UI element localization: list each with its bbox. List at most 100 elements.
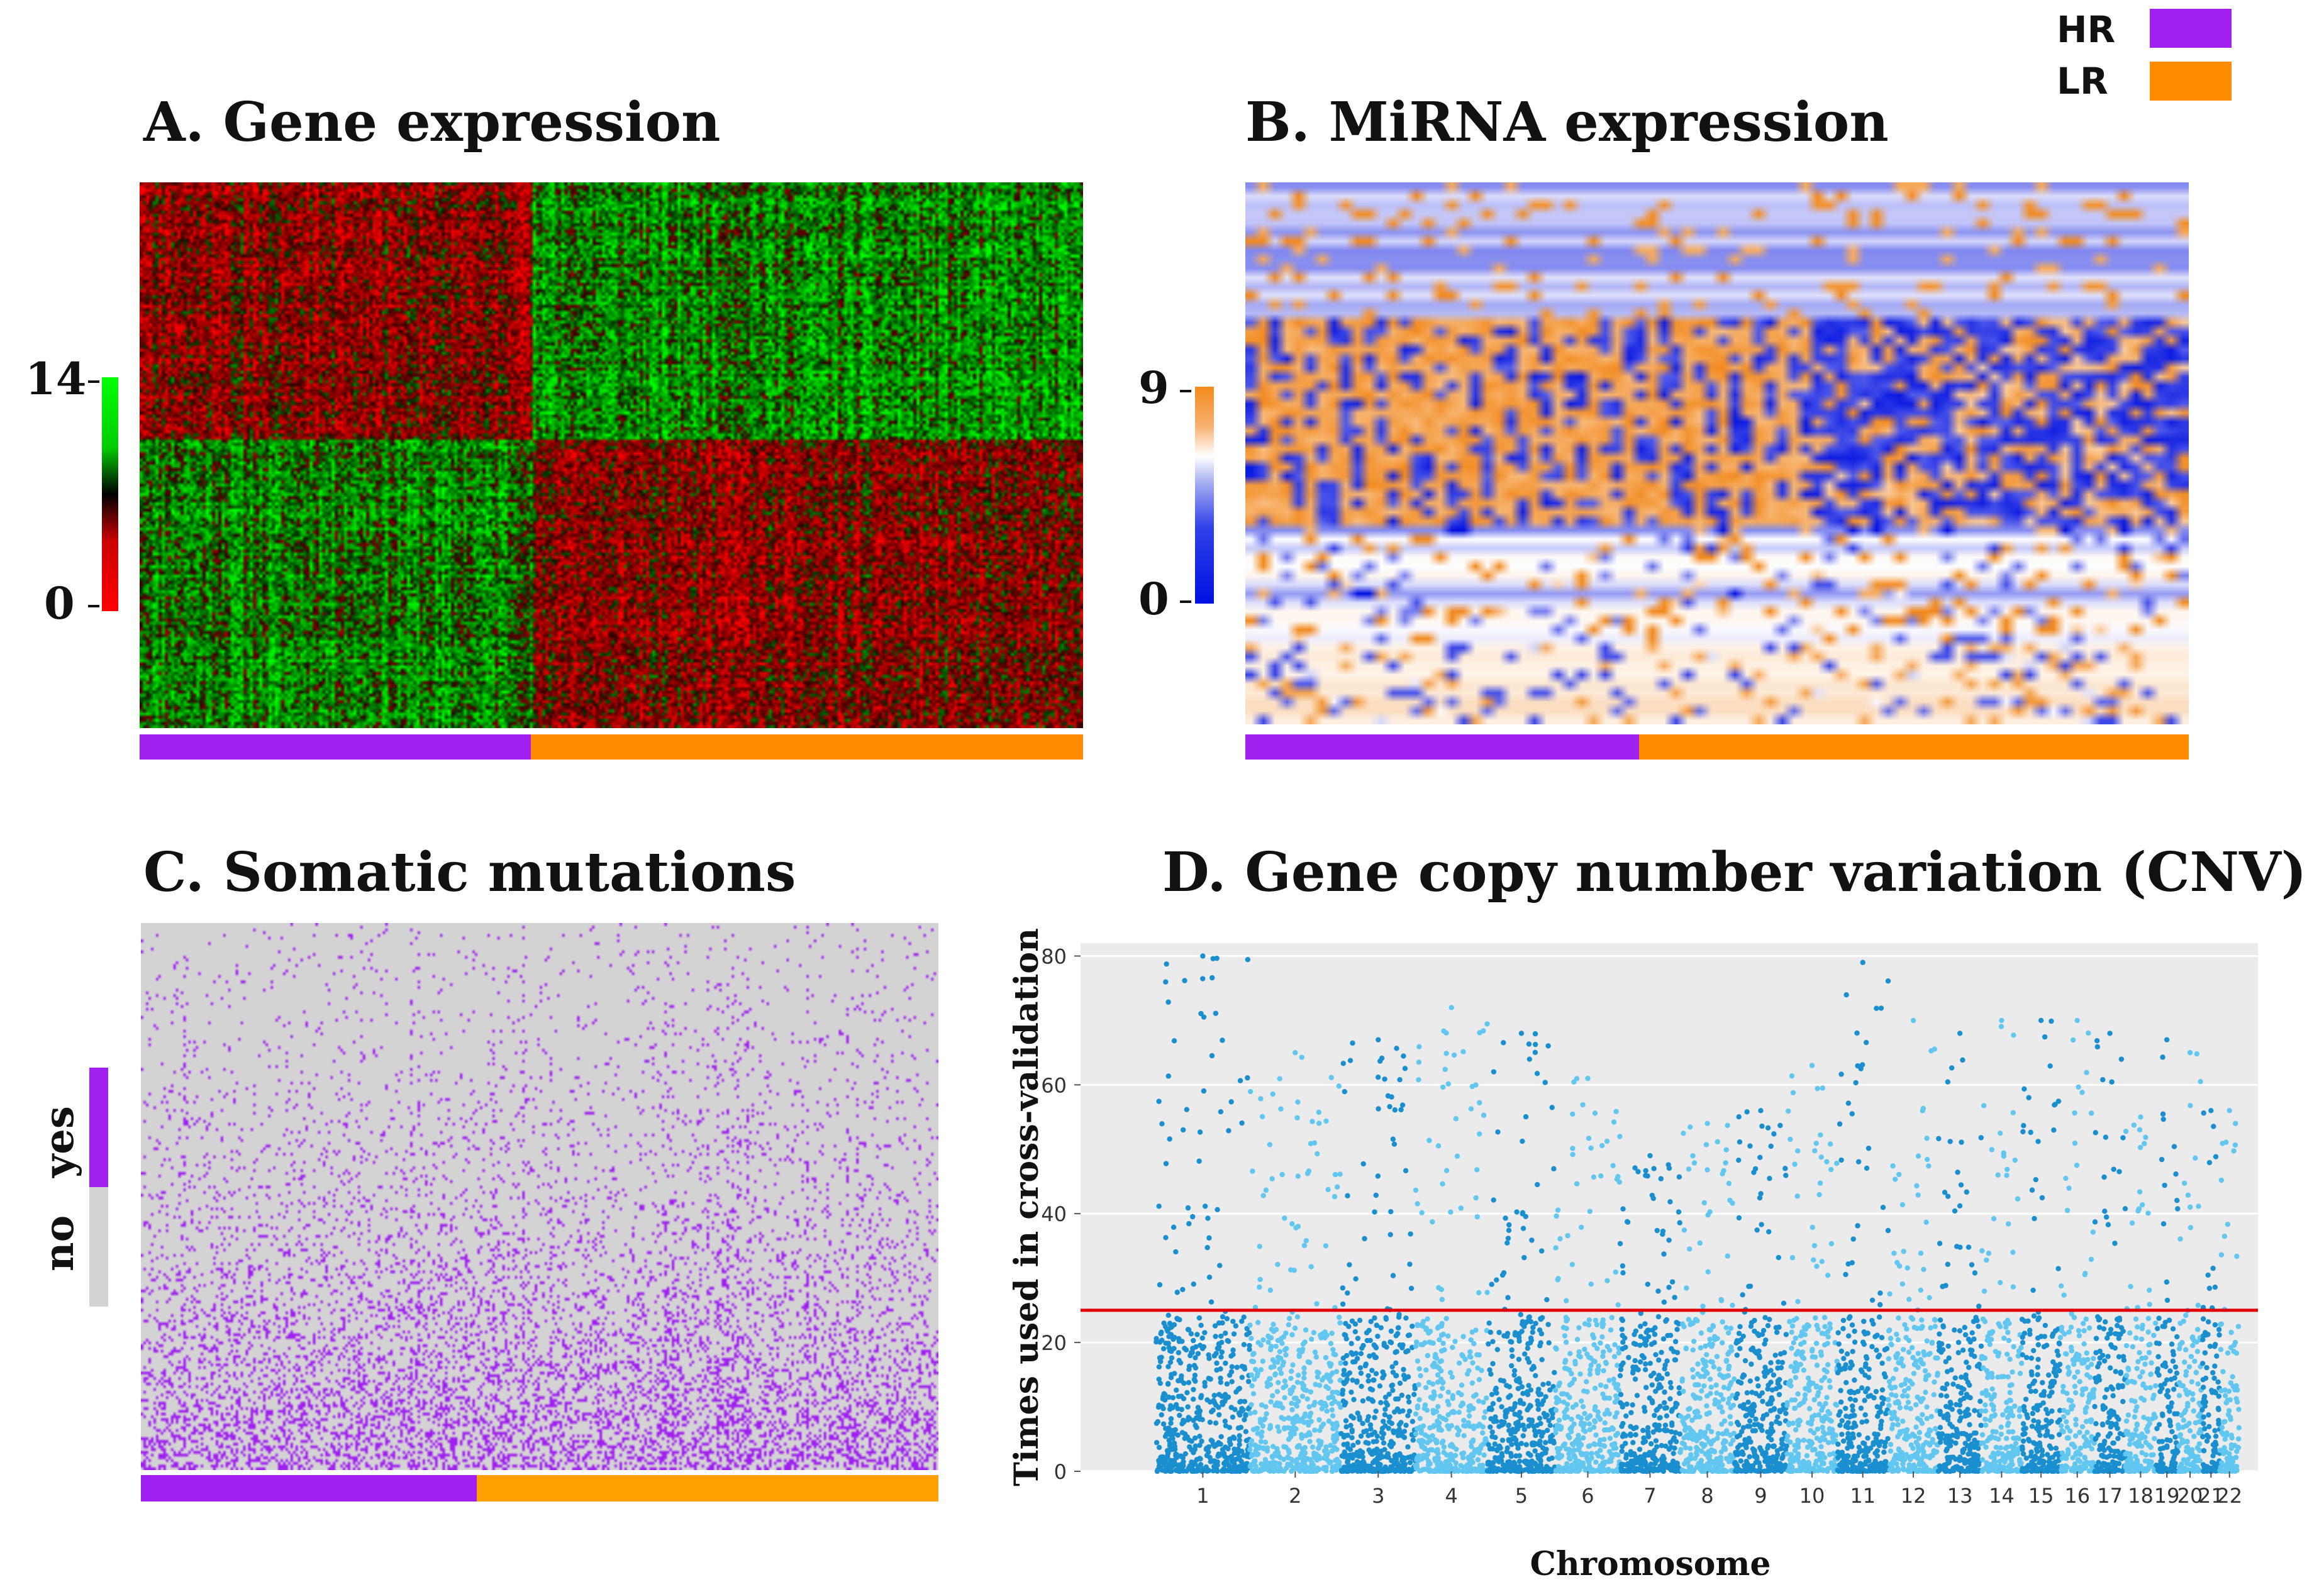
cnv-point xyxy=(1740,1333,1746,1339)
cnv-point xyxy=(1664,1358,1670,1364)
cnv-point xyxy=(1252,1305,1259,1310)
cnv-point xyxy=(1509,1363,1515,1369)
cnv-point xyxy=(1547,1439,1553,1444)
cnv-point xyxy=(1438,1368,1444,1374)
cnv-point xyxy=(1686,1166,1692,1172)
cnv-point xyxy=(1442,1066,1448,1072)
cnv-point xyxy=(1768,1368,1774,1373)
cnv-point xyxy=(1921,1452,1926,1457)
cnv-point xyxy=(1162,1397,1168,1403)
cnv-point xyxy=(2014,1468,2020,1474)
cnv-point xyxy=(1714,1390,1720,1396)
cnv-point xyxy=(1539,1357,1545,1363)
cnv-point xyxy=(1514,1422,1520,1428)
cnv-point xyxy=(1416,1059,1422,1065)
cnv-point xyxy=(1801,1356,1807,1361)
cnv-point xyxy=(1881,1371,1888,1377)
cnv-point xyxy=(1198,1322,1204,1329)
cnv-point xyxy=(1195,1405,1201,1410)
cnv-point xyxy=(1669,1279,1676,1285)
cnv-point xyxy=(1849,1111,1855,1117)
cnv-point xyxy=(1662,1422,1669,1428)
cnv-point xyxy=(1815,1086,1820,1092)
cnv-point xyxy=(1740,1292,1745,1298)
cnv-point xyxy=(1335,1184,1340,1190)
cnv-point xyxy=(1734,1352,1740,1358)
cnv-point xyxy=(1556,1417,1562,1424)
cnv-point xyxy=(1978,1135,1984,1141)
cnv-point xyxy=(1399,1454,1405,1460)
cnv-point xyxy=(1538,1248,1545,1254)
cnv-point xyxy=(1269,1326,1274,1332)
cnv-point xyxy=(1226,1372,1233,1378)
cnv-point xyxy=(1662,1461,1667,1468)
cnv-point xyxy=(1875,1464,1881,1469)
cnv-point xyxy=(1586,1444,1591,1449)
cnv-point xyxy=(1674,1401,1680,1407)
cnv-point xyxy=(1230,1352,1236,1358)
x-tick-label-chr-14: 14 xyxy=(1989,1484,2015,1508)
cnv-point xyxy=(1453,1460,1459,1466)
cnv-point xyxy=(1204,1452,1210,1459)
cnv-point xyxy=(1793,1351,1799,1357)
cnv-point xyxy=(1288,1368,1294,1374)
cnv-point xyxy=(1720,1431,1726,1437)
cnv-point xyxy=(1896,1263,1903,1269)
cnv-point xyxy=(1406,1399,1412,1405)
cnv-point xyxy=(2001,1153,2007,1159)
cnv-point xyxy=(1382,1407,1388,1412)
cnv-point xyxy=(1167,1136,1172,1142)
cnv-point xyxy=(1692,1456,1698,1461)
cnv-point xyxy=(1381,1418,1386,1424)
cnv-point xyxy=(1596,1363,1601,1369)
cnv-point xyxy=(1225,1338,1230,1344)
cnv-point xyxy=(1821,1437,1828,1442)
cnv-point xyxy=(1197,1442,1203,1448)
cnv-point xyxy=(1694,1464,1699,1470)
cnv-point xyxy=(2000,1455,2006,1461)
cnv-point xyxy=(1468,1354,1474,1360)
cnv-point xyxy=(1674,1349,1681,1356)
cnv-point xyxy=(1363,1440,1369,1446)
cnv-point xyxy=(1661,1400,1667,1406)
cnv-point xyxy=(1253,1366,1259,1373)
cnv-point xyxy=(1277,1461,1282,1466)
cnv-point xyxy=(1454,1425,1460,1430)
cnv-point xyxy=(1812,1447,1818,1452)
cnv-point xyxy=(1686,1456,1691,1462)
cnv-point xyxy=(1459,1382,1465,1388)
cnv-point xyxy=(1237,1468,1243,1474)
cnv-point xyxy=(1294,1461,1300,1466)
cnv-point xyxy=(1633,1432,1638,1438)
cnv-point xyxy=(1329,1401,1335,1407)
cnv-point xyxy=(1706,1463,1713,1469)
cnv-point xyxy=(1618,1366,1624,1373)
cnv-point xyxy=(1789,1255,1796,1261)
cnv-point xyxy=(1154,1468,1160,1474)
cnv-point xyxy=(1242,1417,1247,1423)
cnv-point xyxy=(1548,1468,1554,1474)
cnv-point-max xyxy=(1999,1017,2004,1024)
cnv-point xyxy=(2017,1371,2023,1376)
cnv-point xyxy=(1311,1402,1317,1408)
cnv-point xyxy=(1367,1337,1373,1344)
cnv-point xyxy=(1672,1461,1677,1467)
cnv-point xyxy=(1630,1370,1636,1376)
cnv-point xyxy=(2006,1221,2011,1227)
cnv-point xyxy=(1742,1358,1749,1364)
cnv-point xyxy=(1734,1468,1740,1474)
cnv-point xyxy=(1569,1417,1574,1422)
cnv-point xyxy=(1350,1377,1355,1383)
cnv-point xyxy=(1426,1380,1432,1385)
cnv-point xyxy=(1515,1386,1521,1391)
cnv-point xyxy=(1775,1365,1781,1371)
cnv-point xyxy=(1654,1457,1660,1464)
cnv-point xyxy=(1678,1413,1684,1419)
cnv-point xyxy=(1317,1456,1323,1461)
cnv-point xyxy=(1920,1412,1925,1418)
cnv-point xyxy=(1757,1464,1763,1469)
cnv-point xyxy=(1264,1380,1270,1386)
cnv-point xyxy=(1538,1463,1543,1469)
cnv-point xyxy=(1201,1344,1207,1350)
cnv-point xyxy=(2010,1110,2016,1115)
